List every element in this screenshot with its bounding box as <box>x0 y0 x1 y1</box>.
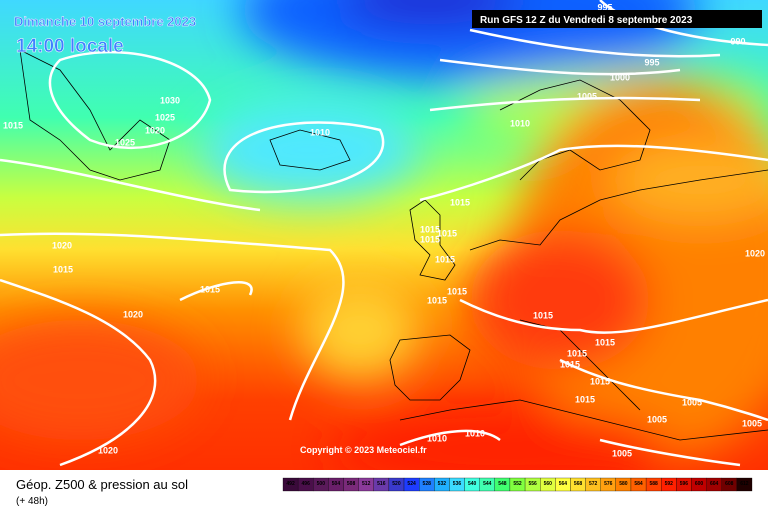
isobar-label: 1015 <box>567 348 587 358</box>
isobar-label: 1000 <box>610 72 630 82</box>
isobar-label: 1030 <box>160 95 180 105</box>
isobar-label: 1025 <box>115 137 135 147</box>
isobar-label: 1015 <box>435 254 455 264</box>
isobar-label: 1020 <box>98 445 118 455</box>
run-box <box>472 10 762 28</box>
isobar-label: 995 <box>597 2 612 12</box>
isobar-label: 995 <box>644 57 659 67</box>
scale-label: 500 <box>317 481 326 487</box>
isobar-label: 1020 <box>123 309 143 319</box>
isobar-label: 1015 <box>595 337 615 347</box>
isobar-label: 1010 <box>465 428 485 438</box>
scale-label: 584 <box>634 481 643 487</box>
isobar-label: 1015 <box>427 295 447 305</box>
scale-label: 604 <box>710 481 719 487</box>
isobar-label: 1015 <box>575 394 595 404</box>
scale-label: 532 <box>438 481 447 487</box>
scale-label: 568 <box>574 481 583 487</box>
isobars <box>0 0 768 465</box>
scale-label: 544 <box>483 481 492 487</box>
isobar-label: 1015 <box>447 286 467 296</box>
isobar-label: 1020 <box>745 248 765 258</box>
isobar-label: 1025 <box>155 112 175 122</box>
date: Dimanche 10 septembre 2023 <box>14 14 196 29</box>
time: 14:00 locale <box>16 36 124 57</box>
isobar-label: 1015 <box>53 264 73 274</box>
isobar-label: 1020 <box>52 240 72 250</box>
isobar-label: 1015 <box>437 228 457 238</box>
scale-label: 592 <box>665 481 674 487</box>
scale-label: 508 <box>347 481 356 487</box>
scale-label: 540 <box>468 481 477 487</box>
scale-label: 556 <box>528 481 537 487</box>
isobar-label: 1010 <box>310 127 330 137</box>
scale-label: 608 <box>725 481 734 487</box>
scale-swatch <box>736 477 753 492</box>
isobar-label: 1020 <box>145 125 165 135</box>
scale-label: 560 <box>544 481 553 487</box>
isobar-label: 1015 <box>533 310 553 320</box>
scale-label: 504 <box>332 481 341 487</box>
scale-label: 528 <box>423 481 432 487</box>
scale-label: 580 <box>619 481 628 487</box>
isobar-label: 1010 <box>427 433 447 443</box>
isobar-label: 1015 <box>560 359 580 369</box>
scale-label: 596 <box>680 481 689 487</box>
footer-title: Géop. Z500 & pression au sol <box>16 477 188 492</box>
scale-label: 612 <box>740 481 749 487</box>
isobar-label: 1015 <box>420 224 440 234</box>
run-info: Run GFS 12 Z du Vendredi 8 septembre 202… <box>480 15 693 26</box>
isobar-label: 990 <box>730 36 745 46</box>
isobar-label: 1015 <box>200 284 220 294</box>
scale-label: 492 <box>286 481 295 487</box>
isobar-label: 1005 <box>682 397 702 407</box>
scale-label: 564 <box>559 481 568 487</box>
scale-label: 496 <box>302 481 311 487</box>
copyright: Copyright © 2023 Meteociel.fr <box>300 445 427 455</box>
scale-label: 576 <box>604 481 613 487</box>
isobar-label: 1015 <box>3 120 23 130</box>
scale-label: 536 <box>453 481 462 487</box>
isobar-label: 1015 <box>590 376 610 386</box>
isobar-label: 1005 <box>577 91 597 101</box>
footer-lead: (+ 48h) <box>16 496 48 507</box>
scale-label: 520 <box>392 481 401 487</box>
scale-label: 600 <box>695 481 704 487</box>
isobar-labels: 995 990 995 1000 1005 1010 1030 1025 1020 1025 101… <box>3 2 765 458</box>
coastlines <box>19 49 768 441</box>
isobar-label: 1005 <box>612 448 632 458</box>
isobar-label: 1010 <box>510 118 530 128</box>
scale-label: 572 <box>589 481 598 487</box>
scale-label: 552 <box>513 481 522 487</box>
isobar-label: 1015 <box>420 234 440 244</box>
scale-label: 516 <box>377 481 386 487</box>
scale-label: 512 <box>362 481 371 487</box>
scale-label: 524 <box>407 481 416 487</box>
isobar-label: 1015 <box>450 197 470 207</box>
scale-label: 588 <box>649 481 658 487</box>
map-field: 995 990 995 1000 1005 1010 1030 1025 1020 1025 101… <box>0 0 768 470</box>
scale-label: 548 <box>498 481 507 487</box>
isobar-label: 1005 <box>647 414 667 424</box>
color-scale: 492 496 500 504 508 512 516 520 524 528 532 536 540 5… <box>282 477 753 492</box>
isobar-label: 1005 <box>742 418 762 428</box>
